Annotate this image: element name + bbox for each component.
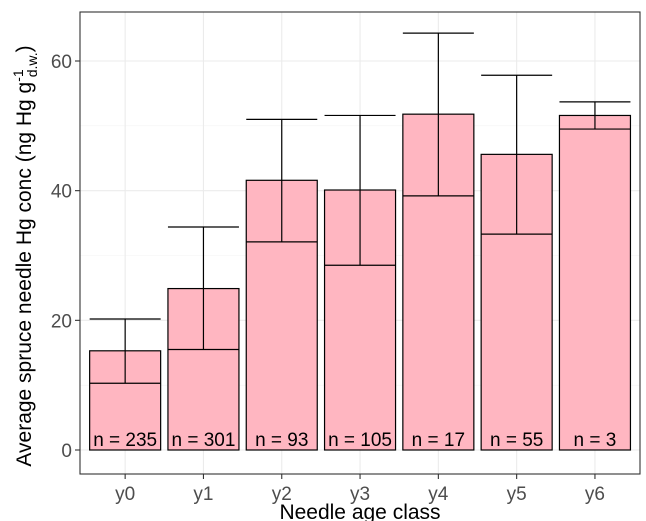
x-tick-label-y5: y5 [507, 484, 527, 505]
error-bars [89, 32, 631, 384]
bar-y6 [558, 114, 632, 451]
x-tick-label-y0: y0 [115, 484, 135, 505]
y-tick-label: 40 [51, 182, 72, 203]
n-label-y3: n = 105 [328, 430, 392, 451]
x-tick-label-y3: y3 [350, 484, 370, 505]
x-tick-label-y4: y4 [428, 484, 449, 505]
n-label-y2: n = 93 [255, 430, 308, 451]
y-axis-title-main: Average spruce needle Hg conc (ng Hg g [13, 82, 36, 467]
x-axis-title: Needle age class [279, 501, 440, 521]
n-label-y1: n = 301 [171, 430, 235, 451]
y-axis-title: Average spruce needle Hg conc (ng Hg g-1… [10, 45, 40, 466]
x-tick-label-y1: y1 [193, 484, 213, 505]
n-label-y6: n = 3 [574, 430, 617, 451]
y-axis-title-close: ) [13, 45, 36, 52]
x-tick-labels: y0 y1 y2 y3 y4 y5 y6 [115, 474, 605, 505]
x-tick-label-y6: y6 [585, 484, 605, 505]
sample-size-labels: n = 235 n = 301 n = 93 n = 105 n = 17 n = 55 n… [93, 430, 616, 451]
y-tick-label: 20 [51, 311, 72, 332]
n-label-y4: n = 17 [412, 430, 465, 451]
x-tick-label-y2: y2 [272, 484, 292, 505]
n-label-y5: n = 55 [490, 430, 543, 451]
n-label-y0: n = 235 [93, 430, 157, 451]
y-tick-labels: 0 20 40 60 [51, 52, 80, 462]
y-tick-label: 0 [61, 441, 72, 462]
y-axis-title-subscript: d.w. [24, 52, 40, 77]
y-tick-label: 60 [51, 52, 72, 73]
y-axis-title-superscript: -1 [10, 69, 26, 82]
